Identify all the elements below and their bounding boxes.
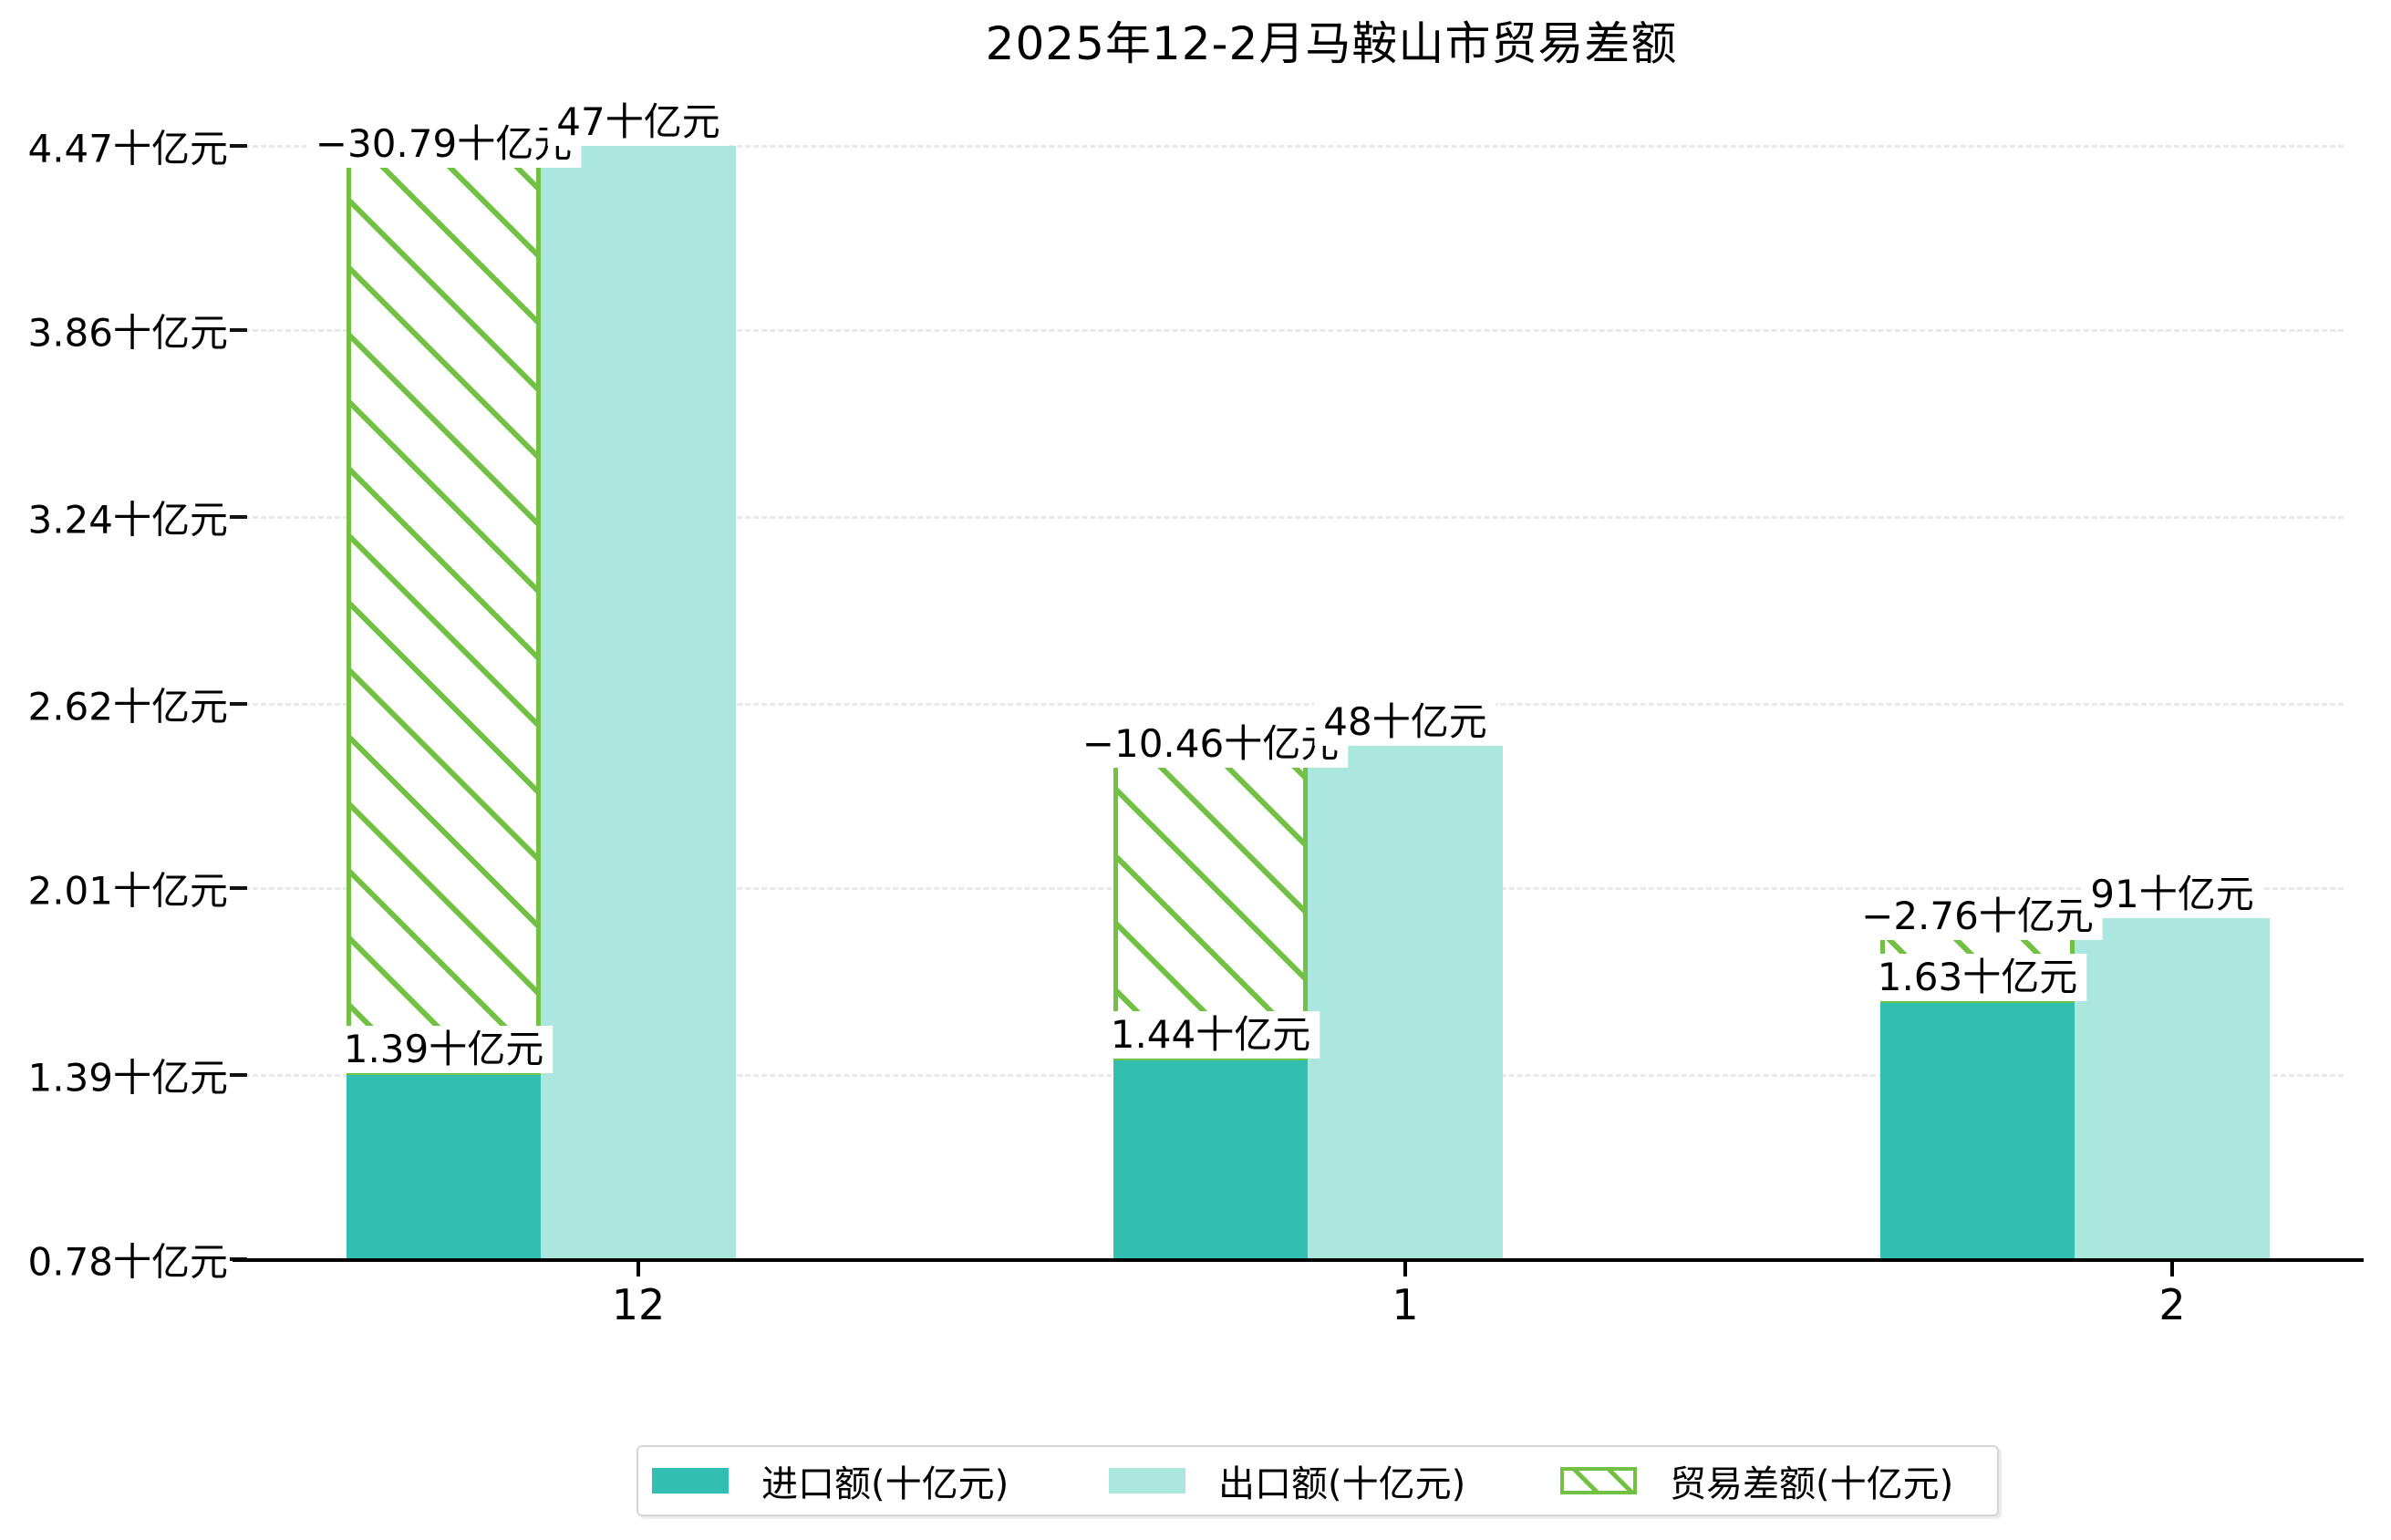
legend-label-export: 出口额(十亿元) <box>1218 1463 1466 1505</box>
balance-bar-label: −30.79十亿元 <box>305 120 582 168</box>
y-tick-label: 4.47十亿元 <box>27 126 228 171</box>
legend-item-balance: 贸易差额(十亿元) <box>1560 1447 1953 1514</box>
legend: 进口额(十亿元) 出口额(十亿元) 贸易差额(十亿元) <box>637 1445 1999 1516</box>
import-bar <box>347 1075 541 1259</box>
y-tick-label: 2.62十亿元 <box>27 684 228 729</box>
x-axis-line <box>233 1258 2364 1262</box>
gridline <box>244 516 2344 519</box>
gridline <box>244 145 2344 148</box>
legend-label-import: 进口额(十亿元) <box>761 1463 1009 1505</box>
export-bar-label: 91十亿元 <box>2081 871 2263 918</box>
x-tick-mark <box>1403 1262 1407 1276</box>
legend-label-balance: 贸易差额(十亿元) <box>1670 1463 1954 1505</box>
x-tick-label: 1 <box>1392 1280 1419 1329</box>
y-tick-label: 1.39十亿元 <box>27 1055 228 1101</box>
legend-item-export: 出口额(十亿元) <box>1109 1447 1465 1514</box>
y-tick-label: 3.86十亿元 <box>27 310 228 356</box>
y-tick-label: 0.78十亿元 <box>27 1239 228 1285</box>
export-bar <box>541 146 736 1259</box>
import-bar <box>1880 1003 2075 1259</box>
import-swatch-icon <box>652 1468 729 1493</box>
x-tick-mark <box>637 1262 640 1276</box>
y-tick-label: 2.01十亿元 <box>27 868 228 914</box>
gridline <box>244 703 2344 706</box>
import-bar-label: 1.44十亿元 <box>1101 1011 1320 1059</box>
import-bar-label: 1.39十亿元 <box>334 1026 554 1073</box>
balance-bar-label: −2.76十亿元 <box>1852 893 2103 940</box>
x-tick-label: 12 <box>611 1280 666 1329</box>
export-bar <box>2075 918 2270 1259</box>
y-tick-label: 3.24十亿元 <box>27 497 228 543</box>
balance-bar <box>347 162 541 1075</box>
balance-bar-label: −10.46十亿元 <box>1072 720 1349 768</box>
balance-hatch-swatch-icon <box>1560 1467 1637 1494</box>
y-tick-mark <box>230 515 247 519</box>
export-bar-label: 48十亿元 <box>1314 698 1496 746</box>
chart-title: 2025年12-2月马鞍山市贸易差额 <box>985 17 1678 70</box>
y-tick-mark <box>230 328 247 332</box>
export-swatch-icon <box>1109 1468 1185 1493</box>
y-tick-mark <box>230 1073 247 1077</box>
export-bar-label: 47十亿元 <box>547 98 730 146</box>
y-tick-mark <box>230 144 247 148</box>
gridline <box>244 329 2344 332</box>
import-bar <box>1113 1060 1308 1259</box>
legend-item-import: 进口额(十亿元) <box>652 1447 1009 1514</box>
x-tick-label: 2 <box>2158 1280 2186 1329</box>
y-tick-mark <box>230 886 247 890</box>
export-bar <box>1308 746 1503 1259</box>
x-tick-mark <box>2170 1262 2174 1276</box>
import-bar-label: 1.63十亿元 <box>1868 954 2087 1001</box>
y-tick-mark <box>230 702 247 706</box>
